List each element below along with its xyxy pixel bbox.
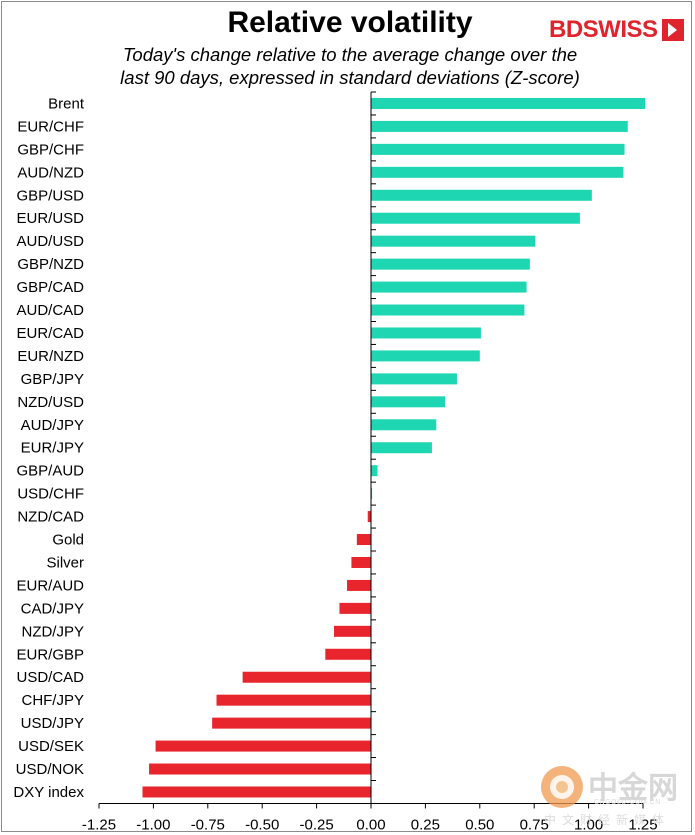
category-label: AUD/NZD — [17, 164, 84, 181]
watermark-name: 中金网 — [588, 772, 678, 805]
category-label: GBP/CHF — [17, 141, 84, 158]
category-label: AUD/CAD — [16, 302, 84, 319]
watermark-url: CNGOLD.COM.CN — [594, 799, 661, 806]
category-label: EUR/CAD — [16, 325, 84, 342]
category-label: USD/JPY — [21, 715, 84, 732]
bar — [371, 442, 432, 454]
bar — [155, 740, 371, 752]
watermark-logo-icon — [541, 766, 583, 808]
bar — [371, 212, 580, 224]
bar — [371, 419, 437, 431]
bar — [371, 97, 646, 109]
chart-subtitle-line-1: Today's change relative to the average c… — [122, 44, 578, 65]
category-label: Gold — [52, 532, 84, 549]
bar — [371, 281, 527, 293]
bar — [334, 625, 371, 637]
logo-arrow-icon — [661, 19, 684, 41]
bdswiss-logo: BDSWISS — [549, 16, 684, 44]
bar — [371, 327, 481, 339]
bar — [371, 373, 457, 385]
x-tick-label: 0.25 — [411, 816, 440, 833]
bar — [242, 671, 371, 683]
bar — [325, 648, 371, 660]
x-tick-label: -0.25 — [299, 816, 333, 833]
category-label: EUR/AUD — [16, 577, 84, 594]
category-label: Silver — [46, 554, 84, 571]
category-label: AUD/USD — [16, 233, 84, 250]
watermark-tagline: 中文财经新媒体 — [544, 813, 671, 827]
x-tick-label: -1.25 — [82, 816, 116, 833]
category-label: NZD/JPY — [21, 623, 84, 640]
chart-title: Relative volatility — [227, 6, 473, 39]
bar — [142, 786, 371, 798]
category-label: GBP/USD — [16, 187, 84, 204]
bar — [367, 511, 371, 523]
category-label: GBP/NZD — [17, 256, 84, 273]
x-tick-label: 0.75 — [520, 816, 549, 833]
x-tick-label: 1.25 — [628, 816, 657, 833]
category-label: EUR/JPY — [21, 440, 84, 457]
bar — [371, 143, 625, 155]
bar — [371, 258, 530, 270]
x-tick-label: -1.00 — [136, 816, 170, 833]
category-label: USD/CHF — [17, 486, 84, 503]
x-tick-label: -0.75 — [191, 816, 225, 833]
bar — [371, 488, 373, 500]
category-label: EUR/CHF — [17, 118, 84, 135]
bar — [371, 396, 445, 408]
x-tick-label: 1.00 — [574, 816, 603, 833]
category-label: GBP/AUD — [16, 463, 84, 480]
category-label: GBP/JPY — [21, 371, 84, 388]
x-tick-label: 0.50 — [465, 816, 494, 833]
bar — [339, 602, 371, 614]
bar — [371, 120, 628, 132]
category-label: EUR/NZD — [17, 348, 84, 365]
category-label: EUR/USD — [16, 210, 84, 227]
watermark: 中金网 CNGOLD.COM.CN 中文财经新媒体 — [538, 763, 688, 833]
bar — [371, 166, 624, 178]
category-label: DXY index — [13, 784, 84, 801]
category-label: USD/SEK — [18, 738, 84, 755]
bar — [371, 235, 536, 247]
category-label: CAD/JPY — [21, 600, 84, 617]
category-label: USD/NOK — [16, 761, 84, 778]
bar — [351, 556, 371, 568]
category-label: NZD/CAD — [17, 509, 84, 526]
chart-subtitle-line-2: last 90 days, expressed in standard devi… — [120, 67, 580, 88]
x-tick-label: 0.00 — [356, 816, 385, 833]
bar — [212, 717, 371, 729]
bar — [371, 304, 525, 316]
bar — [149, 763, 371, 775]
bar — [371, 350, 480, 362]
x-tick-label: -0.50 — [245, 816, 279, 833]
logo-text: BDSWISS — [549, 16, 658, 43]
category-label: AUD/JPY — [21, 417, 84, 434]
category-label: EUR/GBP — [16, 646, 84, 663]
bar — [216, 694, 371, 706]
category-label: CHF/JPY — [21, 692, 84, 709]
bar — [371, 465, 378, 477]
category-label: Brent — [48, 95, 85, 112]
category-label: NZD/USD — [17, 394, 84, 411]
category-label: GBP/CAD — [16, 279, 84, 296]
bar — [371, 189, 592, 201]
bar — [347, 579, 371, 591]
category-label: USD/CAD — [16, 669, 84, 686]
bar — [356, 534, 371, 546]
